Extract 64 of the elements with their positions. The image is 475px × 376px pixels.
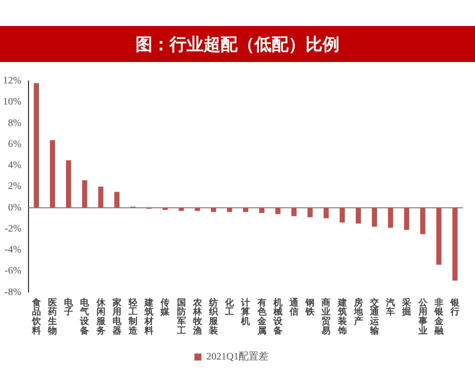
bar [194, 208, 200, 211]
bar [356, 208, 361, 224]
bar [82, 180, 88, 208]
x-tick-label: 采掘 [401, 297, 412, 318]
legend-label: 2021Q1配置差 [206, 350, 269, 363]
x-tick-label: 农林牧渔 [192, 297, 203, 337]
bar [436, 208, 442, 265]
x-tick-label: 家用电器 [111, 297, 122, 337]
bar [34, 83, 39, 208]
x-tick-label: 汽车 [385, 297, 396, 318]
x-tick-label: 化工 [224, 297, 236, 318]
bar [388, 208, 394, 228]
x-tick-label: 公用事业 [417, 297, 428, 337]
bar [114, 192, 120, 208]
bar [98, 186, 104, 208]
bar [259, 208, 264, 213]
y-tick-label: -6% [4, 266, 22, 277]
bar [324, 208, 329, 218]
x-tick-label: 交通运输 [368, 297, 380, 337]
x-tick-label: 计算机 [240, 297, 250, 328]
y-tick-label: -4% [4, 244, 22, 256]
y-tick-label: 0% [8, 202, 22, 214]
chart-title: 图：行业超配（低配）比例 [0, 26, 475, 62]
y-tick-label: 2% [8, 181, 22, 192]
x-tick-label: 轻工制造 [127, 297, 138, 337]
bar [243, 208, 248, 212]
x-tick-label: 医药生物 [46, 297, 57, 337]
bar [291, 208, 297, 216]
x-tick-label: 食品饮料 [30, 297, 42, 337]
bar [307, 208, 313, 218]
bar [210, 208, 216, 212]
y-tick-label: 10% [2, 96, 22, 108]
bar [372, 208, 378, 227]
y-tick-label: 8% [8, 118, 22, 129]
x-tick-label: 机械设备 [272, 297, 284, 337]
x-tick-label: 电气设备 [79, 297, 90, 337]
y-tick-label: -2% [4, 223, 22, 234]
x-tick-label: 传媒 [160, 297, 171, 318]
x-tick-label: 建筑材料 [144, 297, 154, 337]
x-tick-label: 电子 [63, 297, 74, 318]
x-tick-label: 钢铁 [304, 297, 316, 318]
y-tick-label: -8% [4, 286, 22, 298]
bar [275, 208, 280, 214]
bar [404, 208, 410, 230]
x-tick-label: 有色金属 [256, 297, 268, 337]
x-tick-label: 建筑装饰 [336, 297, 348, 337]
bar [50, 140, 56, 208]
x-tick-label: 商业贸易 [320, 297, 331, 337]
bar [452, 208, 458, 281]
y-tick-label: 4% [8, 160, 22, 172]
y-tick-label: 6% [8, 138, 22, 150]
x-tick-label: 休闲服务 [95, 297, 106, 337]
bar [178, 208, 184, 211]
x-tick-label: 通信 [288, 297, 300, 318]
x-tick-label: 国防军工 [176, 297, 186, 337]
bar [226, 208, 232, 212]
x-tick-label: 银行 [449, 297, 460, 318]
bar [66, 160, 72, 208]
y-tick-label: 12% [2, 76, 22, 87]
bar [420, 208, 426, 234]
x-tick-label: 纺织服装 [208, 297, 219, 337]
x-tick-label: 房地产 [352, 297, 364, 328]
x-tick-label: 非银金融 [433, 297, 444, 337]
bar [340, 208, 345, 223]
